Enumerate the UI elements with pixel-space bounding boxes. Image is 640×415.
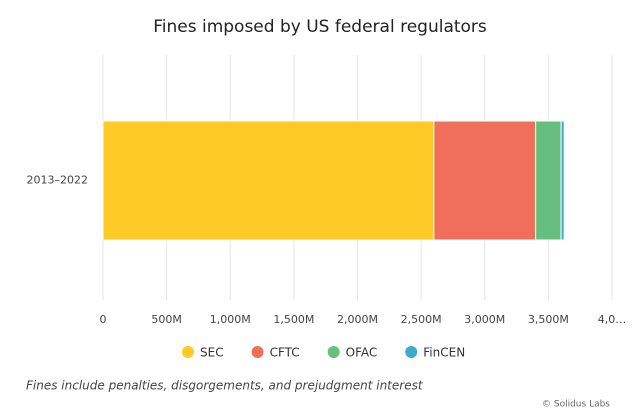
legend-label[interactable]: CFTC [270, 346, 300, 360]
x-tick-label: 0 [100, 313, 107, 326]
x-tick-label: 500M [151, 313, 182, 326]
legend-label[interactable]: OFAC [346, 346, 378, 360]
legend-label[interactable]: FinCEN [423, 346, 465, 360]
x-tick-label: 2,000M [337, 313, 378, 326]
x-tick-label: 1,500M [273, 313, 314, 326]
x-tick-label: 3,000M [464, 313, 505, 326]
legend-marker[interactable] [327, 346, 340, 358]
legend-marker[interactable] [405, 346, 418, 358]
legend-marker[interactable] [251, 346, 264, 358]
legend-marker[interactable] [182, 346, 194, 358]
bar-segment [560, 120, 565, 241]
chart-title: Fines imposed by US federal regulators [153, 17, 487, 37]
x-tick-label: 4,0… [598, 313, 627, 326]
x-tick-label: 1,000M [210, 313, 251, 326]
footnote: Fines include penalties, disgorgements, … [26, 379, 424, 393]
legend-label[interactable]: SEC [200, 346, 224, 360]
bar-segment [433, 120, 537, 241]
y-tick-label: 2013–2022 [27, 174, 89, 187]
bar-segment [102, 120, 435, 241]
x-tick-label: 2,500M [401, 313, 442, 326]
credit: © Solidus Labs [542, 400, 610, 410]
bar-segment [535, 120, 562, 241]
x-tick-label: 3,500M [528, 313, 569, 326]
